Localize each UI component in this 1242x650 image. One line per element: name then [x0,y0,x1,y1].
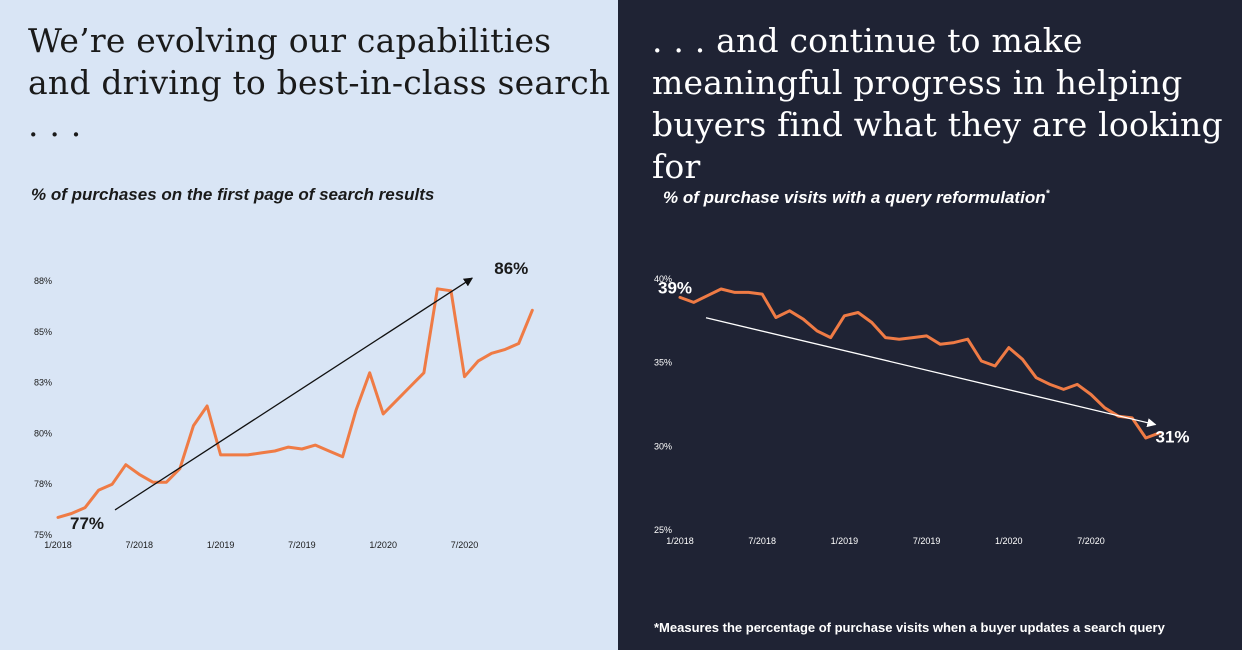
right-heading: . . . and continue to make meaningful pr… [652,21,1223,186]
trend-arrow [114,277,474,511]
trend-arrow [705,317,1157,428]
left-chart-title: % of purchases on the first page of sear… [31,185,435,204]
x-tick-label: 1/2018 [666,536,694,546]
trend-end-label: 31% [1156,428,1190,447]
y-tick-label: 75% [34,530,52,540]
x-tick-label: 1/2018 [44,540,72,550]
x-tick-label: 7/2020 [1077,536,1105,546]
y-tick-label: 35% [654,358,672,368]
x-tick-label: 7/2019 [288,540,316,550]
y-tick-label: 30% [654,441,672,451]
y-tick-label: 83% [34,378,52,388]
trend-start-label: 39% [658,279,692,298]
x-tick-label: 7/2018 [748,536,776,546]
trend-end-label: 86% [494,259,528,278]
right-footnote: *Measures the percentage of purchase vis… [654,620,1165,635]
x-tick-label: 1/2020 [369,540,397,550]
y-tick-label: 80% [34,428,52,438]
x-tick-label: 1/2019 [831,536,859,546]
x-tick-label: 7/2020 [451,540,479,550]
right-chart-title-marker: * [1045,188,1050,200]
right-panel: . . . and continue to make meaningful pr… [618,0,1242,650]
left-heading: We’re evolving our capabilities and driv… [28,21,611,144]
left-panel: We’re evolving our capabilities and driv… [0,0,618,650]
trend-start-label: 77% [70,514,104,533]
y-tick-label: 78% [34,479,52,489]
right-chart-title-text: % of purchase visits with a query reform… [663,188,1046,207]
right-chart-title: % of purchase visits with a query reform… [663,188,1050,208]
y-tick-label: 85% [34,327,52,337]
y-tick-label: 40% [654,274,672,284]
left-line-chart: 75% 78% 80% 83% 85% 88% 1/2018 7/2018 1/2019 7/20… [34,259,534,550]
y-tick-label: 25% [654,525,672,535]
y-tick-label: 88% [34,276,52,286]
right-line-chart: 25% 30% 35% 40% 1/2018 7/2018 1/2019 7/2019 1/20… [654,274,1190,546]
x-tick-label: 1/2020 [995,536,1023,546]
series-line [678,287,1161,440]
series-line [56,287,534,519]
x-tick-label: 7/2018 [126,540,154,550]
x-tick-label: 7/2019 [913,536,941,546]
x-tick-label: 1/2019 [207,540,235,550]
